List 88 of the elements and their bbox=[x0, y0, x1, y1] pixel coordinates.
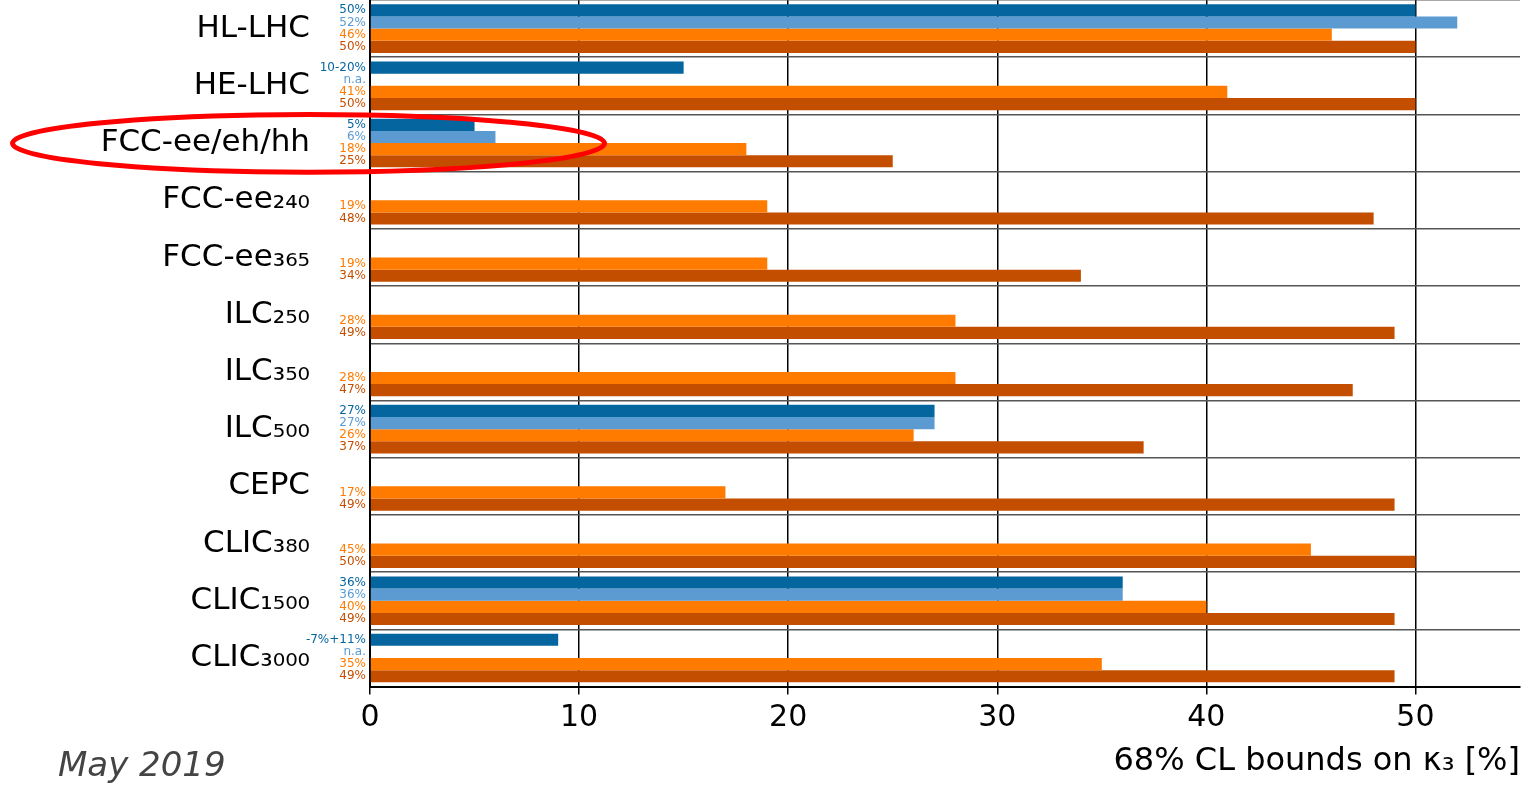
bar bbox=[370, 670, 1395, 683]
bar bbox=[370, 155, 893, 168]
data-label: 35% bbox=[339, 656, 366, 671]
data-label: 41% bbox=[339, 84, 366, 99]
bar bbox=[370, 16, 1458, 29]
bar bbox=[370, 257, 768, 270]
x-tick-label: 20 bbox=[769, 698, 808, 734]
bar bbox=[370, 143, 747, 156]
bar bbox=[370, 441, 1144, 454]
data-label: 27% bbox=[339, 403, 366, 418]
y-tick-label: FCC-ee₂₄₀ bbox=[162, 179, 310, 216]
data-label: 26% bbox=[339, 427, 366, 442]
data-label: 50% bbox=[339, 96, 366, 111]
data-label: 45% bbox=[339, 541, 366, 556]
data-label: 5% bbox=[346, 116, 366, 131]
data-label: 49% bbox=[339, 325, 366, 340]
data-label: 19% bbox=[339, 255, 366, 270]
data-label: 6% bbox=[346, 129, 366, 144]
data-label: 28% bbox=[339, 312, 366, 327]
data-label: 17% bbox=[339, 484, 366, 499]
y-tick-label: HL-LHC bbox=[196, 7, 310, 44]
x-tick-label: 30 bbox=[978, 698, 1017, 734]
bar bbox=[370, 326, 1395, 340]
bar bbox=[370, 588, 1123, 601]
bar bbox=[370, 200, 768, 213]
bar bbox=[370, 314, 956, 327]
data-label: 40% bbox=[339, 598, 366, 613]
data-label: 50% bbox=[339, 38, 366, 53]
bar bbox=[370, 498, 1395, 511]
y-tick-label: CLIC₃₈₀ bbox=[203, 522, 310, 559]
data-label: 36% bbox=[339, 574, 366, 589]
bar bbox=[370, 404, 935, 417]
data-label: 28% bbox=[339, 370, 366, 385]
y-tick-label: CLIC₁₅₀₀ bbox=[190, 579, 310, 616]
data-label: 48% bbox=[339, 210, 366, 225]
data-label: 36% bbox=[339, 586, 366, 601]
data-label: 34% bbox=[339, 267, 366, 282]
y-tick-label: CEPC bbox=[228, 465, 310, 502]
annotation: 10-20% bbox=[319, 59, 366, 74]
bar bbox=[370, 416, 935, 430]
bar bbox=[370, 212, 1374, 225]
bar bbox=[370, 28, 1332, 41]
text: May 2019 bbox=[58, 743, 226, 784]
bar bbox=[370, 269, 1081, 282]
bar bbox=[370, 555, 1416, 568]
text: n.a. bbox=[343, 71, 366, 86]
x-tick-label: 40 bbox=[1187, 698, 1226, 734]
bar bbox=[370, 61, 684, 74]
bar bbox=[370, 600, 1207, 613]
bar bbox=[370, 576, 1123, 589]
data-label: 50% bbox=[339, 553, 366, 568]
bar bbox=[370, 4, 1416, 17]
bar bbox=[370, 429, 914, 442]
bar bbox=[370, 130, 496, 144]
data-label: 49% bbox=[339, 496, 366, 511]
bar bbox=[370, 633, 559, 646]
bar bbox=[370, 85, 1228, 98]
bar bbox=[370, 384, 1353, 397]
text: n.a. bbox=[343, 644, 366, 659]
y-tick-label: ILC₅₀₀ bbox=[224, 408, 310, 445]
data-label: 19% bbox=[339, 198, 366, 213]
y-tick-label: FCC-ee/eh/hh bbox=[100, 122, 310, 159]
bar bbox=[370, 486, 726, 499]
data-label: 46% bbox=[339, 26, 366, 41]
data-label: 18% bbox=[339, 141, 366, 156]
y-tick-label: FCC-ee₃₆₅ bbox=[162, 236, 310, 273]
data-label: 37% bbox=[339, 439, 366, 454]
data-label: 47% bbox=[339, 382, 366, 397]
data-label: 50% bbox=[339, 2, 366, 17]
bar bbox=[370, 612, 1395, 626]
y-tick-label: ILC₂₅₀ bbox=[224, 293, 310, 330]
x-tick-label: 50 bbox=[1396, 698, 1435, 734]
data-label: 25% bbox=[339, 153, 366, 168]
x-tick-label: 10 bbox=[560, 698, 599, 734]
y-tick-label: ILC₃₅₀ bbox=[224, 350, 310, 387]
x-axis-title: 68% CL bounds on κ₃ [%] bbox=[1113, 740, 1520, 779]
bar bbox=[370, 543, 1311, 556]
x-tick-label: 0 bbox=[360, 698, 380, 734]
data-label: 27% bbox=[339, 415, 366, 430]
y-tick-label: HE-LHC bbox=[193, 64, 310, 101]
bar bbox=[370, 371, 956, 385]
bar bbox=[370, 40, 1416, 53]
data-label: 49% bbox=[339, 668, 366, 683]
bar bbox=[370, 97, 1416, 111]
data-label: 52% bbox=[339, 14, 366, 29]
bar bbox=[370, 118, 475, 131]
bar bbox=[370, 657, 1102, 671]
data-label: 49% bbox=[339, 611, 366, 626]
